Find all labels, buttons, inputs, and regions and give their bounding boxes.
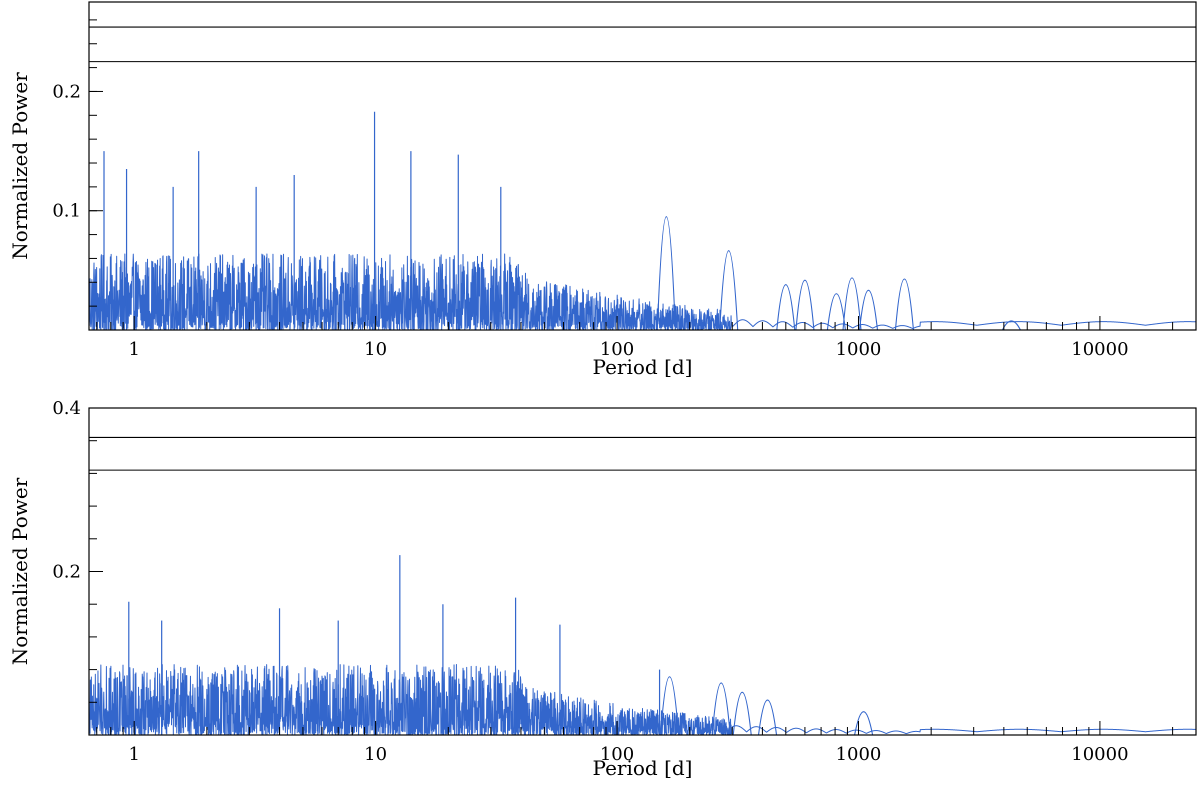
top-threshold-layer <box>89 26 1196 63</box>
top-peak-10 <box>656 216 676 330</box>
bottom-y-axis-label: Normalized Power <box>8 477 32 665</box>
bottom-x-tick-label-0: 1 <box>128 744 139 765</box>
bottom-peak-12 <box>757 699 778 735</box>
top-peak-13 <box>795 279 815 330</box>
top-x-tick-label-4: 10000 <box>1071 339 1128 360</box>
top-x-tick-label-2: 100 <box>600 339 634 360</box>
bottom-periodogram-line <box>89 663 1196 735</box>
bottom-plot-frame <box>88 407 1197 736</box>
top-x-tick-label-1: 10 <box>364 339 387 360</box>
bottom-y-tick-label-0: 0.2 <box>52 562 81 583</box>
bottom-peak-11 <box>732 692 752 735</box>
top-y-tick-label-1: 0.2 <box>52 81 81 102</box>
top-peak-15 <box>842 277 862 330</box>
top-plot-frame <box>88 1 1197 331</box>
bottom-x-axis-label: Period [d] <box>593 756 693 780</box>
top-periodogram-line <box>89 253 1196 330</box>
bottom-peak-10 <box>711 682 731 735</box>
top-y-axis-label: Normalized Power <box>8 72 32 260</box>
bottom-x-tick-label-4: 10000 <box>1071 744 1128 765</box>
bottom-periodogram-panel: 1 10 100 1000 10000 0.2 0.4 Period [d] Normali… <box>8 398 1197 780</box>
top-x-axis-label: Period [d] <box>593 355 693 379</box>
top-periodogram-panel: 1 10 100 1000 10000 0.1 0.2 Period [d] Normali… <box>8 1 1197 379</box>
bottom-peak-9 <box>660 676 680 735</box>
bottom-threshold-layer <box>89 436 1196 471</box>
bottom-x-tick-label-1: 10 <box>364 744 387 765</box>
bottom-x-tick-label-2: 100 <box>600 744 634 765</box>
top-peak-16 <box>858 290 879 330</box>
top-y-tick-label-0: 0.1 <box>52 201 81 222</box>
top-ticks-layer: 1 10 100 1000 10000 0.1 0.2 <box>52 19 1174 360</box>
bottom-y-tick-label-1: 0.4 <box>52 398 81 419</box>
bottom-series-layer <box>89 555 1196 735</box>
top-x-tick-label-0: 1 <box>128 339 139 360</box>
top-peak-11 <box>719 250 739 330</box>
top-series-layer <box>89 111 1196 330</box>
top-peak-14 <box>826 293 846 330</box>
bottom-x-tick-label-3: 1000 <box>836 744 882 765</box>
top-peak-12 <box>776 284 796 330</box>
bottom-ticks-layer: 1 10 100 1000 10000 0.2 0.4 <box>52 398 1174 765</box>
top-x-tick-label-3: 1000 <box>836 339 882 360</box>
top-peak-17 <box>894 278 914 330</box>
bottom-peak-13 <box>854 711 874 735</box>
